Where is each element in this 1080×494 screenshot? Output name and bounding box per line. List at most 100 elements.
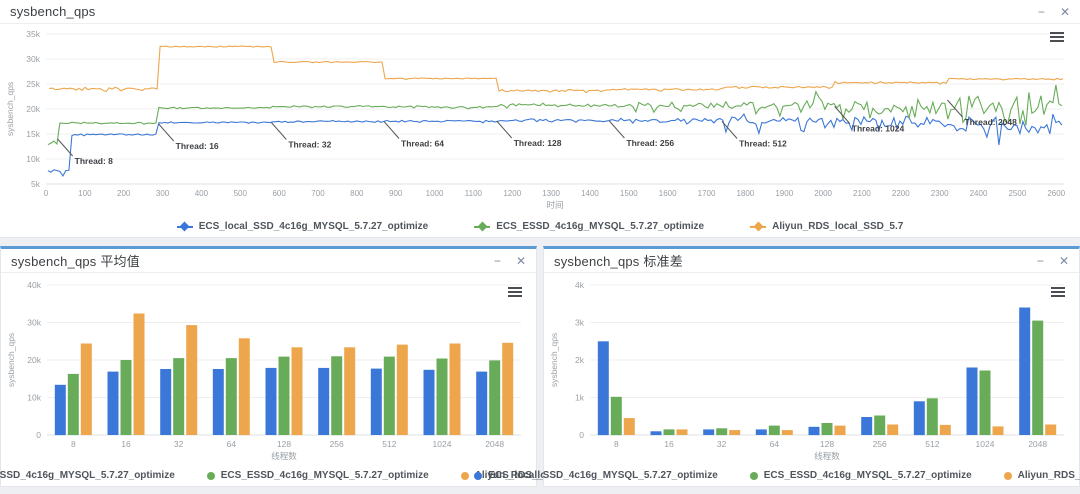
close-button[interactable]: ✕ xyxy=(1058,253,1069,268)
minimize-button[interactable]: − xyxy=(493,253,501,268)
bar-orange-256[interactable] xyxy=(344,347,356,436)
bar-blue-64[interactable] xyxy=(212,369,224,435)
bar-orange-512[interactable] xyxy=(939,424,951,435)
bar-orange-32[interactable] xyxy=(729,430,741,435)
x-tick-label: 16 xyxy=(121,439,131,449)
bar-blue-32[interactable] xyxy=(703,429,715,435)
minimize-button[interactable]: − xyxy=(1036,253,1044,268)
thread-annotation: Thread: 512 xyxy=(739,139,787,149)
legend-item-green[interactable]: ECS_ESSD_4c16g_MYSQL_5.7.27_optimize xyxy=(474,221,704,232)
bar-green-2048[interactable] xyxy=(489,360,501,435)
bar-orange-8[interactable] xyxy=(80,343,92,436)
legend-item-orange[interactable]: Aliyun_RDS_local_SSD_5.7 xyxy=(460,470,606,481)
panel-sysbench-qps-std: sysbench_qps 标准差 − ✕ 0 1k 2k 3k 4k sysbench_q… xyxy=(474,246,1080,487)
bar-blue-8[interactable] xyxy=(54,384,66,436)
bar-blue-512[interactable] xyxy=(370,368,382,435)
annotation-line xyxy=(947,99,963,118)
x-tick-label: 100 xyxy=(78,189,92,198)
chart-legend: ECS_local_SSD_4c16g_MYSQL_5.7.27_optimiz… xyxy=(0,470,606,481)
bar-green-64[interactable] xyxy=(225,358,237,435)
bar-orange-256[interactable] xyxy=(887,424,899,436)
chart-menu-icon[interactable] xyxy=(1050,32,1064,44)
annotation-line xyxy=(721,121,738,139)
bar-orange-2048[interactable] xyxy=(1045,424,1057,436)
bar-blue-16[interactable] xyxy=(107,371,119,435)
bar-green-128[interactable] xyxy=(278,356,290,435)
chart-menu-icon[interactable] xyxy=(1051,287,1065,299)
bar-blue-1024[interactable] xyxy=(423,369,435,436)
bar-orange-128[interactable] xyxy=(291,347,303,436)
bar-orange-128[interactable] xyxy=(834,425,846,435)
bar-green-16[interactable] xyxy=(120,360,132,435)
bar-green-8[interactable] xyxy=(67,373,79,435)
y-tick-label: 30k xyxy=(27,318,41,328)
legend-item-blue[interactable]: ECS_local_SSD_4c16g_MYSQL_5.7.27_optimiz… xyxy=(176,221,428,232)
legend-item-blue[interactable]: ECS_local_SSD_4c16g_MYSQL_5.7.27_optimiz… xyxy=(474,470,718,481)
y-tick-label: 20k xyxy=(26,104,40,114)
bar-orange-16[interactable] xyxy=(133,313,145,436)
bar-green-2048[interactable] xyxy=(1032,320,1044,435)
legend-label: ECS_ESSD_4c16g_MYSQL_5.7.27_optimize xyxy=(763,470,972,481)
bar-orange-64[interactable] xyxy=(781,430,793,435)
y-axis-label: sysbench_qps xyxy=(6,333,16,387)
x-tick-label: 8 xyxy=(71,439,76,449)
bar-blue-128[interactable] xyxy=(808,426,820,436)
bar-blue-2048[interactable] xyxy=(1019,307,1031,436)
legend-item-orange[interactable]: Aliyun_RDS_local_SSD_5.7 xyxy=(1003,470,1080,481)
bar-blue-64[interactable] xyxy=(755,429,767,435)
bar-green-32[interactable] xyxy=(173,358,185,435)
legend-item-blue[interactable]: ECS_local_SSD_4c16g_MYSQL_5.7.27_optimiz… xyxy=(0,470,175,481)
bar-orange-512[interactable] xyxy=(396,344,408,435)
bar-green-1024[interactable] xyxy=(979,370,991,436)
bar-blue-512[interactable] xyxy=(913,401,925,436)
bar-orange-1024[interactable] xyxy=(992,426,1004,435)
bar-orange-16[interactable] xyxy=(676,429,688,435)
x-tick-label: 128 xyxy=(820,439,834,449)
bar-green-256[interactable] xyxy=(874,415,886,436)
bar-blue-128[interactable] xyxy=(265,367,277,435)
x-tick-label: 32 xyxy=(717,439,727,449)
chart-legend: ECS_local_SSD_4c16g_MYSQL_5.7.27_optimiz… xyxy=(474,470,1080,481)
x-tick-label: 2048 xyxy=(485,439,504,449)
line-chart-canvas[interactable]: 5k 10k 15k 20k 25k 30k 35k sysbench_qps 时间 0 100 20… xyxy=(0,24,1078,216)
bar-green-32[interactable] xyxy=(716,428,728,436)
bar-blue-256[interactable] xyxy=(861,417,873,435)
bar-orange-2048[interactable] xyxy=(502,342,514,436)
bar-blue-1024[interactable] xyxy=(966,367,978,436)
bar-green-256[interactable] xyxy=(331,356,343,436)
std-bar-chart-canvas[interactable]: 0 1k 2k 3k 4k sysbench_qps 线程数 8 16 32 64 128 256 512… xyxy=(544,273,1079,463)
legend-item-orange[interactable]: Aliyun_RDS_local_SSD_5.7 xyxy=(750,221,903,232)
bar-orange-64[interactable] xyxy=(238,338,250,436)
close-button[interactable]: ✕ xyxy=(515,253,526,268)
bar-green-512[interactable] xyxy=(383,356,395,435)
thread-annotation: Thread: 2048 xyxy=(964,117,1017,127)
bar-orange-8[interactable] xyxy=(623,418,635,435)
legend-item-green[interactable]: ECS_ESSD_4c16g_MYSQL_5.7.27_optimize xyxy=(749,470,972,481)
bar-blue-8[interactable] xyxy=(597,341,609,436)
bar-orange-1024[interactable] xyxy=(449,343,461,436)
chart-menu-icon[interactable] xyxy=(508,287,522,299)
bar-blue-2048[interactable] xyxy=(476,371,488,435)
minimize-button[interactable]: − xyxy=(1037,4,1045,19)
bar-green-64[interactable] xyxy=(768,425,780,435)
thread-annotation: Thread: 256 xyxy=(626,138,674,148)
bar-green-128[interactable] xyxy=(821,423,833,435)
bar-green-16[interactable] xyxy=(663,429,675,435)
avg-bar-chart-canvas[interactable]: 0 10k 20k 30k 40k sysbench_qps 线程数 8 16 32 64 128 25… xyxy=(1,273,536,463)
bar-orange-32[interactable] xyxy=(186,325,198,435)
bar-green-1024[interactable] xyxy=(436,358,448,436)
x-tick-label: 64 xyxy=(227,439,237,449)
close-button[interactable]: ✕ xyxy=(1059,4,1070,19)
bar-blue-256[interactable] xyxy=(318,367,330,435)
window-controls: − ✕ xyxy=(494,255,526,267)
legend-item-green[interactable]: ECS_ESSD_4c16g_MYSQL_5.7.27_optimize xyxy=(206,470,429,481)
legend-marker xyxy=(749,471,758,480)
panel-title: sysbench_qps xyxy=(10,4,96,19)
x-axis-label: 线程数 xyxy=(814,451,840,461)
bar-blue-16[interactable] xyxy=(650,431,662,436)
bar-green-8[interactable] xyxy=(610,396,622,436)
y-tick-label: 35k xyxy=(26,29,40,39)
bar-blue-32[interactable] xyxy=(160,369,172,435)
bar-green-512[interactable] xyxy=(926,398,938,436)
y-tick-label: 10k xyxy=(26,154,40,164)
